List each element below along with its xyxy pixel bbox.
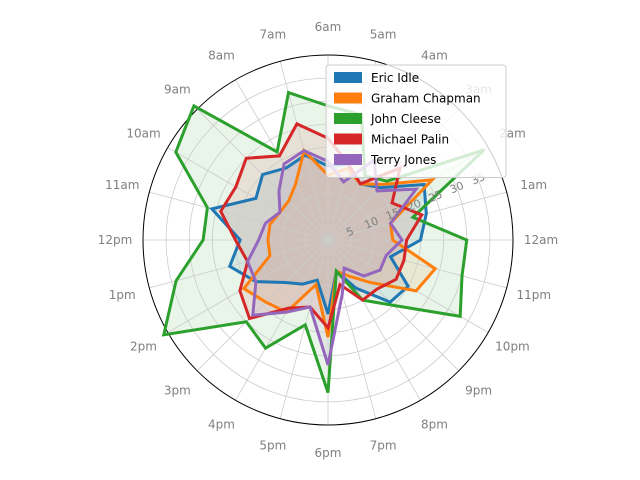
grid-spoke — [279, 239, 329, 419]
angular-tick-label: 8am — [208, 49, 235, 63]
angular-tick-label: 12pm — [98, 233, 133, 247]
angular-tick-label: 4pm — [208, 417, 235, 431]
legend-label: Michael Palin — [371, 133, 449, 147]
angular-tick-labels: 12am1am2am3am4am5am6am7am8am9am10am11am1… — [98, 20, 558, 460]
legend-swatch — [334, 133, 362, 145]
angular-tick-label: 7pm — [370, 439, 397, 453]
legend-label: Eric Idle — [371, 71, 419, 85]
angular-tick-label: 12am — [524, 233, 558, 247]
grid-spoke — [327, 239, 507, 289]
angular-tick-label: 9am — [164, 82, 191, 96]
radial-tick-label: 30 — [448, 179, 466, 196]
legend-box — [325, 64, 507, 178]
grid-spoke — [196, 239, 329, 372]
angular-tick-label: 11am — [105, 178, 139, 192]
legend-label: Graham Chapman — [371, 92, 481, 106]
angular-tick-label: 1am — [520, 178, 547, 192]
angular-tick-label: 9pm — [465, 384, 492, 398]
angular-tick-label: 4am — [421, 49, 448, 63]
series-fill-3 — [220, 123, 422, 328]
angular-tick-label: 10am — [126, 127, 160, 141]
grid-spoke — [149, 239, 329, 289]
angular-tick-label: 10pm — [495, 340, 530, 354]
angular-tick-label: 11pm — [516, 288, 551, 302]
legend-label: Terry Jones — [370, 153, 436, 167]
angular-tick-label: 8pm — [421, 417, 448, 431]
polar-frame — [142, 54, 514, 426]
radial-tick-label: 25 — [427, 188, 445, 205]
grid-spoke — [167, 147, 329, 241]
series-line-3 — [219, 121, 425, 331]
angular-tick-label: 5pm — [259, 439, 286, 453]
grid-spoke — [235, 239, 329, 401]
grid-spoke — [149, 191, 329, 241]
radial-tick-label: 15 — [384, 206, 402, 223]
legend-swatch — [334, 154, 362, 165]
legend-swatch — [334, 92, 362, 104]
grid-spoke — [167, 239, 329, 333]
angular-tick-label: 3pm — [164, 384, 191, 398]
radial-tick-label: 5 — [344, 225, 355, 240]
angular-tick-label: 7am — [260, 27, 287, 41]
angular-tick-label: 1pm — [109, 288, 136, 302]
radial-tick-label: 20 — [405, 197, 423, 214]
angular-tick-label: 6am — [315, 20, 342, 34]
angular-tick-label: 5am — [370, 27, 397, 41]
radial-tick-label: 10 — [362, 214, 380, 231]
grid-spoke — [327, 191, 507, 241]
legend-swatch — [334, 72, 362, 83]
legend-swatch — [334, 113, 362, 124]
grid-spoke — [235, 79, 329, 241]
legend-label: John Cleese — [370, 112, 441, 126]
angular-tick-label: 6pm — [315, 446, 342, 460]
angular-tick-label: 2pm — [130, 340, 157, 354]
legend: Eric Idle Graham Chapman John Cleese Michae… — [325, 64, 507, 178]
